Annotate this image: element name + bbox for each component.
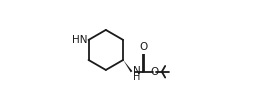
Text: O: O: [150, 67, 159, 77]
Text: N: N: [133, 66, 141, 76]
Text: H: H: [133, 72, 140, 82]
Text: HN: HN: [72, 35, 87, 45]
Text: O: O: [139, 42, 148, 52]
Polygon shape: [123, 60, 133, 72]
